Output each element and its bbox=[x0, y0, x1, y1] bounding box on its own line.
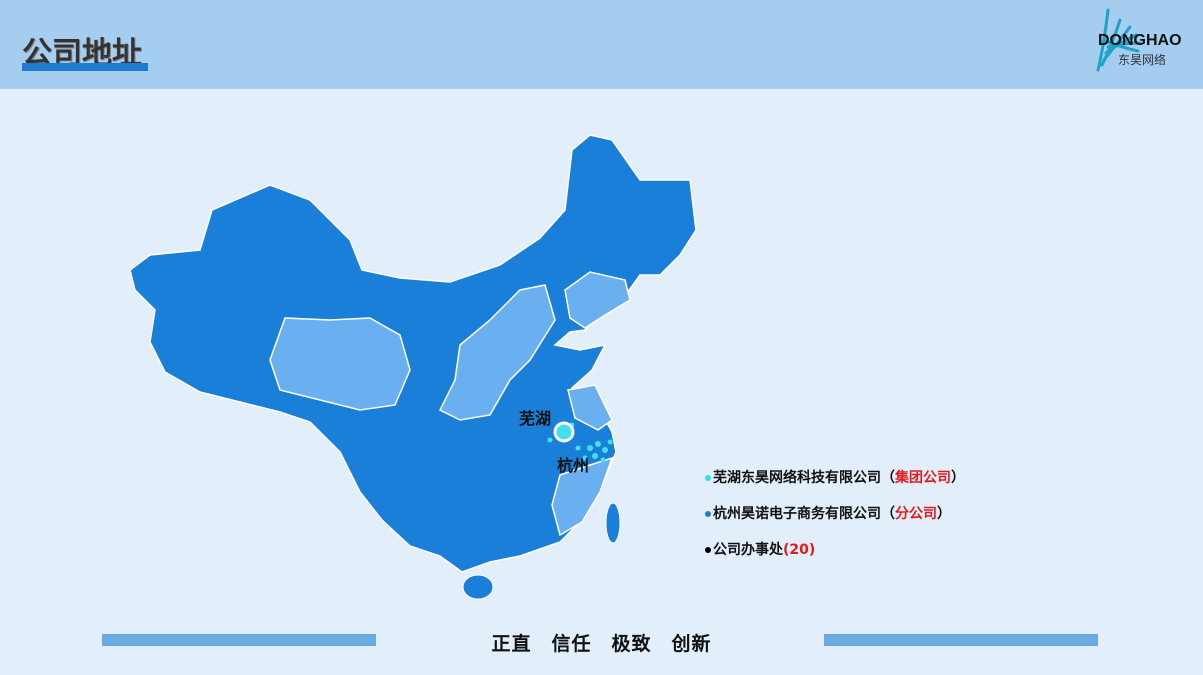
city-label-wuhu: 芜湖 bbox=[519, 409, 552, 428]
slogan-item: 创新 bbox=[671, 633, 712, 655]
logo-wing-icon bbox=[1096, 8, 1142, 72]
province-jiangsu bbox=[567, 384, 613, 431]
province-zhejiang-fujian bbox=[551, 456, 614, 537]
legend-dot-icon bbox=[705, 511, 711, 517]
slogan-item: 信任 bbox=[551, 633, 592, 655]
china-mainland bbox=[129, 134, 697, 573]
logo-text-en: DONGHAO bbox=[1098, 32, 1182, 49]
hainan-island bbox=[462, 574, 494, 600]
footer-slogan: 正直 信任 极致 创新 bbox=[0, 629, 1203, 656]
slogan-item: 极致 bbox=[611, 633, 652, 655]
logo-text-cn: 东昊网络 bbox=[1118, 53, 1167, 67]
slogan-item: 正直 bbox=[491, 633, 532, 655]
province-shaanxi-shanxi bbox=[438, 284, 556, 421]
province-qinghai bbox=[269, 317, 411, 411]
legend-item-hangzhou: 杭州昊诺电子商务有限公司（分公司） bbox=[705, 503, 951, 523]
legend-dot-icon bbox=[705, 475, 711, 481]
wuhu-marker bbox=[553, 421, 575, 443]
city-label-hangzhou: 杭州 bbox=[557, 456, 590, 475]
legend-item-wuhu: 芜湖东昊网络科技有限公司（集团公司） bbox=[705, 467, 965, 487]
province-liaoning bbox=[564, 271, 631, 329]
title-underline bbox=[22, 63, 148, 71]
legend-dot-icon bbox=[705, 547, 711, 553]
header-bar bbox=[0, 0, 1203, 89]
hangzhou-marker-dots bbox=[547, 422, 613, 463]
footer-bar-right bbox=[824, 634, 1098, 646]
footer-bar-left bbox=[102, 634, 376, 646]
taiwan-island bbox=[605, 502, 621, 544]
legend-item-offices: 公司办事处(20) bbox=[705, 539, 815, 559]
